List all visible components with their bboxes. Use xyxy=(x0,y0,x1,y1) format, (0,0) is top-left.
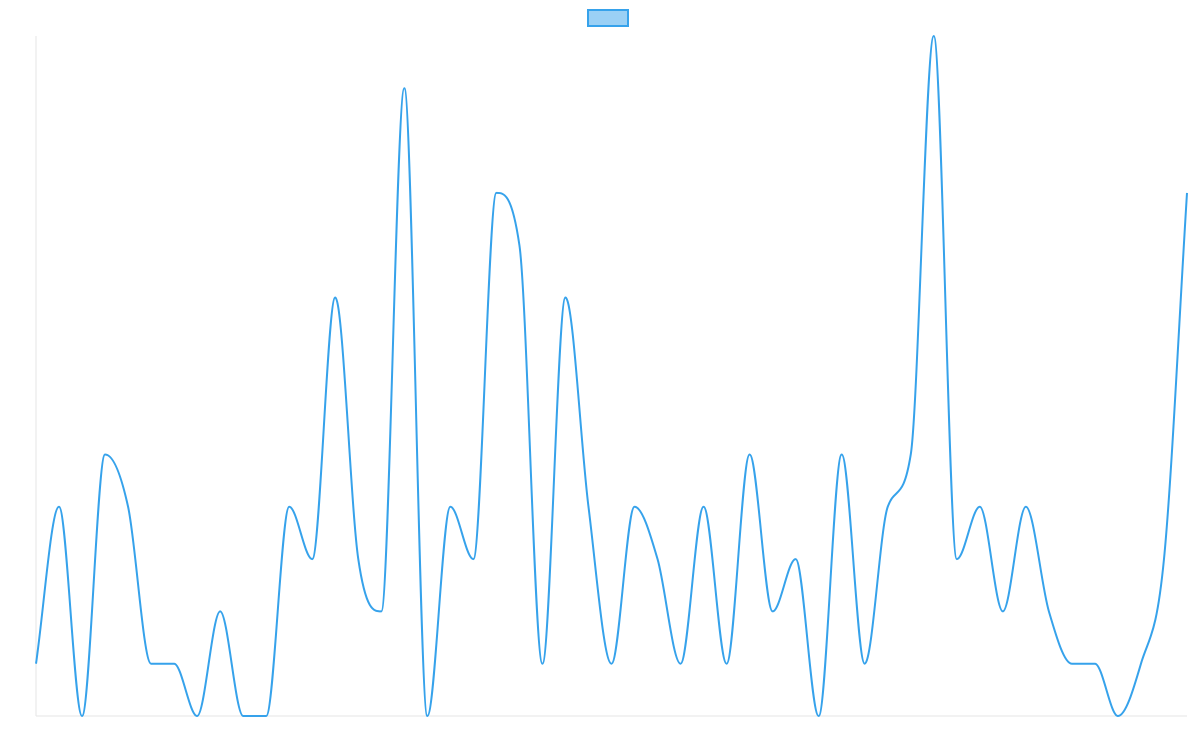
data-point xyxy=(263,713,269,719)
data-point xyxy=(862,661,868,667)
data-point xyxy=(1000,608,1006,614)
data-point xyxy=(1184,190,1190,196)
data-point xyxy=(194,713,200,719)
data-point xyxy=(885,504,891,510)
data-point xyxy=(1138,661,1144,667)
data-point xyxy=(539,661,545,667)
data-point xyxy=(1161,556,1167,562)
data-point xyxy=(79,713,85,719)
data-point xyxy=(447,504,453,510)
data-point xyxy=(125,504,131,510)
data-point xyxy=(1046,608,1052,614)
axes xyxy=(35,36,1187,717)
data-point xyxy=(378,608,384,614)
series-layer xyxy=(33,33,1190,719)
data-point xyxy=(148,661,154,667)
data-point xyxy=(470,556,476,562)
data-point xyxy=(1069,661,1075,667)
series-line xyxy=(35,35,1188,717)
data-point xyxy=(1115,713,1121,719)
data-point xyxy=(240,713,246,719)
data-point xyxy=(562,295,568,301)
data-point xyxy=(585,504,591,510)
data-point xyxy=(954,556,960,562)
data-point xyxy=(931,33,937,39)
data-point xyxy=(1092,661,1098,667)
data-point xyxy=(33,661,39,667)
data-point xyxy=(424,713,430,719)
data-point xyxy=(171,661,177,667)
data-point xyxy=(1023,504,1029,510)
data-point xyxy=(332,295,338,301)
data-point xyxy=(747,451,753,457)
data-point xyxy=(609,661,615,667)
data-point xyxy=(908,451,914,457)
data-point xyxy=(56,504,62,510)
data-point xyxy=(839,451,845,457)
data-point xyxy=(493,190,499,196)
legend-swatch[interactable] xyxy=(587,9,629,27)
data-point xyxy=(701,504,707,510)
data-point xyxy=(724,661,730,667)
legend[interactable] xyxy=(587,9,629,27)
data-point xyxy=(632,504,638,510)
data-point xyxy=(217,608,223,614)
data-point xyxy=(102,451,108,457)
data-point xyxy=(309,556,315,562)
data-point xyxy=(286,504,292,510)
data-point xyxy=(516,242,522,248)
data-point xyxy=(401,85,407,91)
data-point xyxy=(770,608,776,614)
data-point xyxy=(678,661,684,667)
data-point xyxy=(355,556,361,562)
data-point xyxy=(816,713,822,719)
data-point xyxy=(655,556,661,562)
data-point xyxy=(793,556,799,562)
data-point xyxy=(977,504,983,510)
